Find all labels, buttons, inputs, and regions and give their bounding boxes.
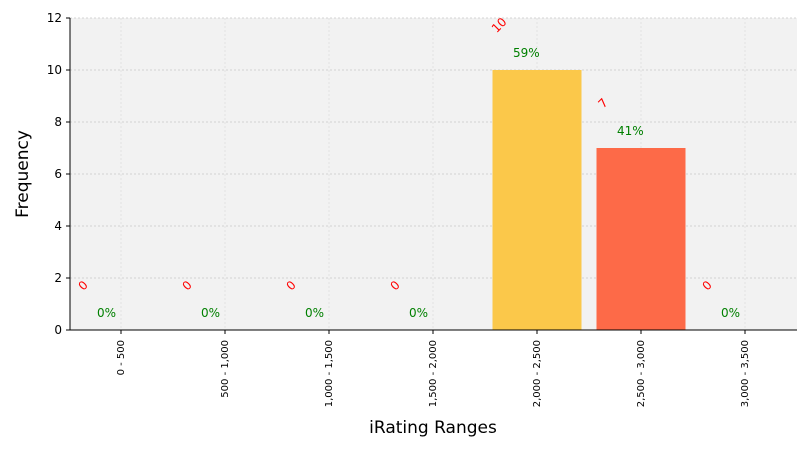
percent-label: 0% (201, 306, 220, 320)
percent-label: 59% (513, 46, 540, 60)
x-tick-label: 2,500 - 3,000 (636, 340, 647, 407)
x-tick-label: 2,000 - 2,500 (532, 340, 543, 407)
y-axis-title: Frequency (13, 130, 33, 218)
bars (492, 70, 686, 330)
percent-label: 0% (721, 306, 740, 320)
x-tick-label: 500 - 1,000 (220, 340, 231, 398)
bar (596, 148, 686, 330)
y-tick-label: 6 (54, 167, 62, 181)
y-tick-label: 10 (47, 63, 62, 77)
y-tick-labels: 0 2 4 6 8 10 12 (47, 11, 62, 337)
y-tick-label: 0 (54, 323, 62, 337)
percent-label: 0% (97, 306, 116, 320)
y-tick-label: 2 (54, 271, 62, 285)
percent-label: 0% (409, 306, 428, 320)
y-tick-label: 8 (54, 115, 62, 129)
percent-label: 41% (617, 124, 644, 138)
x-tick-label: 3,000 - 3,500 (740, 340, 751, 407)
x-axis-title: iRating Ranges (369, 418, 497, 438)
axes (66, 17, 797, 334)
y-tick-label: 4 (54, 219, 62, 233)
bar (492, 70, 582, 330)
x-tick-label: 1,000 - 1,500 (324, 340, 335, 407)
percent-label: 0% (305, 306, 324, 320)
x-tick-label: 1,500 - 2,000 (428, 340, 439, 407)
x-tick-label: 0 - 500 (116, 340, 127, 375)
y-tick-label: 12 (47, 11, 62, 25)
x-tick-labels: 0 - 500 500 - 1,000 1,000 - 1,500 1,500 - 2… (116, 340, 751, 407)
